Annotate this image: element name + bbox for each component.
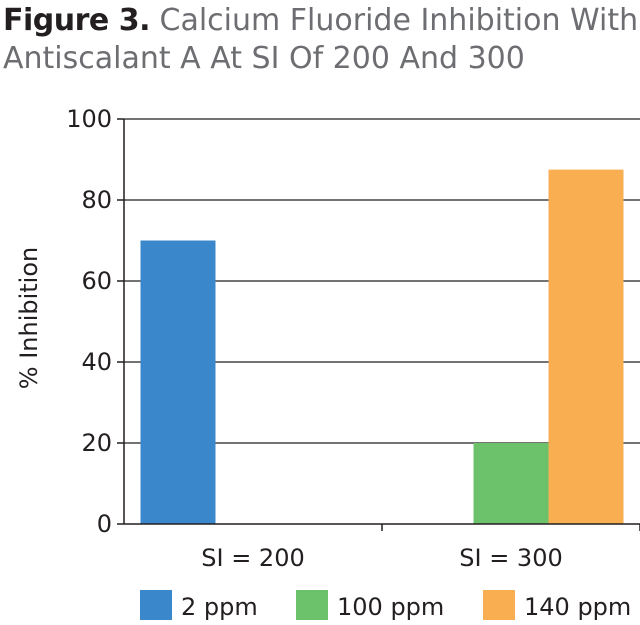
bar-2-ppm-1 — [140, 240, 216, 524]
legend-swatch-2-ppm — [140, 590, 172, 620]
axes — [117, 118, 640, 531]
bars — [140, 169, 624, 524]
y-tick-label: 60 — [81, 267, 112, 295]
figure-title: Calcium Fluoride Inhibition With Antisca… — [3, 3, 639, 76]
legend: 2 ppm 100 ppm 140 ppm — [140, 590, 631, 621]
bar-100-ppm-2 — [473, 443, 549, 524]
figure-label: Figure 3. — [3, 3, 150, 38]
chart-title: Figure 3. Calcium Fluoride Inhibition Wi… — [3, 2, 639, 78]
bar-140-ppm-2 — [548, 169, 624, 524]
y-axis-label: % Inhibition — [15, 247, 43, 389]
y-tick-label: 20 — [81, 429, 112, 457]
legend-label: 140 ppm — [524, 593, 631, 621]
y-tick-label: 80 — [81, 186, 112, 214]
y-tick-label: 40 — [81, 348, 112, 376]
legend-swatch-140-ppm — [483, 590, 515, 620]
y-tick-label: 100 — [66, 105, 112, 133]
y-tick-label: 0 — [97, 510, 112, 538]
y-tick-labels: 0 20 40 60 80 100 — [66, 105, 112, 538]
x-tick-label: SI = 200 — [201, 544, 305, 572]
legend-swatch-100-ppm — [296, 590, 328, 620]
legend-label: 100 ppm — [337, 593, 444, 621]
legend-label: 2 ppm — [181, 593, 258, 621]
x-tick-labels: SI = 200 SI = 300 — [201, 544, 563, 572]
x-tick-label: SI = 300 — [459, 544, 563, 572]
